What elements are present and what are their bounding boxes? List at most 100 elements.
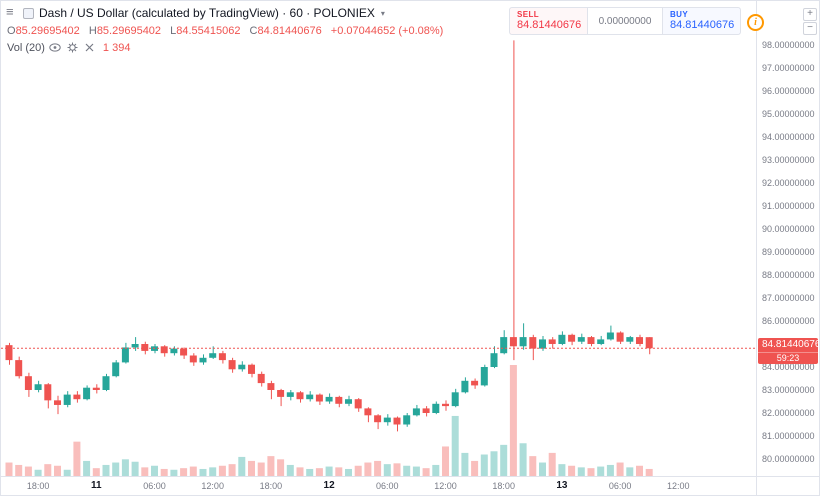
volume-bar: [364, 462, 372, 477]
price-tick-label: 96.00000000: [762, 86, 815, 96]
trade-panel: SELL 84.81440676 0.00000000 BUY 84.81440…: [509, 7, 741, 35]
last-price-value: 84.81440676: [762, 339, 818, 351]
volume-bar: [422, 468, 430, 477]
volume-bar: [451, 415, 459, 477]
volume-bar: [199, 468, 207, 477]
volume-bar: [568, 465, 576, 477]
candle-body: [383, 417, 391, 423]
candle-body: [24, 376, 32, 390]
volume-indicator-label: Vol (20): [7, 41, 45, 54]
time-tick-label: 18:00: [26, 481, 50, 491]
volume-bar: [170, 469, 178, 477]
volume-bar: [587, 468, 595, 477]
info-icon[interactable]: i: [747, 14, 764, 31]
time-tick-label: 18:00: [492, 481, 515, 491]
volume-bar: [180, 468, 188, 477]
time-tick-label: 18:00: [259, 481, 283, 491]
volume-bar: [160, 468, 168, 477]
volume-bar: [335, 467, 343, 477]
eye-icon[interactable]: [49, 41, 62, 54]
volume-bar: [645, 468, 653, 477]
candle-body: [461, 380, 469, 393]
candle-body: [218, 353, 226, 361]
price-scale[interactable]: 84.81440676 59:23 98.00000000 97.00000000…: [756, 1, 819, 476]
candle-body: [451, 392, 459, 407]
buy-button[interactable]: BUY 84.81440676: [662, 8, 740, 34]
candle-body: [199, 357, 207, 363]
candle-body: [54, 400, 61, 405]
volume-bar: [54, 465, 61, 477]
volume-bar: [218, 465, 226, 477]
candle-body: [597, 339, 605, 344]
candle-body: [606, 332, 614, 340]
volume-bar: [306, 468, 314, 477]
bar-countdown: 59:23: [758, 352, 818, 364]
price-tick-label: 97.00000000: [762, 63, 815, 73]
candle-body: [539, 339, 546, 349]
candle-body: [34, 384, 42, 390]
candle-body: [267, 383, 275, 390]
sell-button[interactable]: SELL 84.81440676: [510, 8, 588, 34]
candle-body: [141, 344, 149, 351]
volume-bar: [325, 466, 333, 477]
price-tick-label: 83.00000000: [762, 385, 815, 395]
volume-bar: [141, 467, 149, 477]
volume-bar: [102, 464, 110, 477]
settings-gear-icon[interactable]: [66, 41, 79, 54]
candlestick-chart[interactable]: [1, 1, 758, 478]
time-tick-label: 06:00: [143, 481, 166, 491]
volume-bar: [131, 461, 139, 477]
candle-body: [568, 334, 576, 342]
volume-bar: [577, 467, 585, 477]
candle-body: [112, 362, 120, 377]
time-tick-label: 12:00: [434, 481, 457, 491]
volume-bar: [539, 462, 546, 477]
price-tick-label: 88.00000000: [762, 270, 815, 280]
volume-bar: [151, 465, 158, 477]
candle-body: [403, 415, 411, 425]
volume-bar: [597, 466, 605, 477]
time-scale[interactable]: 18:00 11 06:00 12:00 18:00 12 06:00 12:00 18:00 1…: [1, 476, 756, 495]
volume-bar: [606, 464, 614, 477]
candle-body: [422, 408, 430, 413]
change-value: +0.07044652 (+0.08%): [330, 25, 444, 37]
time-day-label: 11: [91, 480, 102, 491]
volume-bar: [354, 465, 362, 477]
candle-body: [412, 408, 420, 416]
volume-bar: [636, 465, 643, 477]
volume-bar: [112, 462, 120, 477]
time-day-label: 12: [323, 480, 335, 491]
candle-body: [548, 339, 556, 344]
close-icon[interactable]: [83, 41, 96, 54]
candle-body: [189, 355, 197, 363]
price-tick-label: 80.00000000: [762, 454, 815, 464]
price-tick-label: 89.00000000: [762, 247, 815, 257]
candle-body: [509, 337, 517, 347]
candle-body: [228, 360, 236, 370]
ohlc-readout: O85.29695402 H85.29695402 L84.55415062 C…: [7, 25, 443, 37]
zoom-in-button[interactable]: +: [803, 8, 817, 21]
volume-bar: [315, 468, 323, 477]
volume-bar: [490, 451, 498, 477]
price-tick-label: 94.00000000: [762, 132, 815, 142]
volume-bar: [626, 467, 634, 477]
price-tick-label: 91.00000000: [762, 201, 815, 211]
volume-bar: [209, 467, 217, 477]
sell-label: SELL: [517, 10, 540, 19]
spread-text: 0.00000000: [598, 15, 652, 27]
volume-bar: [63, 469, 71, 477]
zoom-out-button[interactable]: −: [803, 22, 817, 35]
volume-bar: [616, 462, 624, 477]
price-tick-label: 82.00000000: [762, 408, 815, 418]
volume-bar: [83, 460, 91, 477]
candle-body: [345, 399, 352, 404]
menu-icon[interactable]: ≡: [6, 4, 14, 19]
candle-body: [306, 394, 314, 400]
low-label: L: [170, 25, 177, 37]
volume-bar: [529, 456, 537, 477]
volume-bar: [121, 459, 129, 477]
candle-body: [296, 392, 304, 400]
open-label: O: [7, 25, 16, 37]
candle-body: [63, 394, 71, 405]
legend-symbol-title[interactable]: Dash / US Dollar (calculated by TradingV…: [23, 6, 385, 20]
